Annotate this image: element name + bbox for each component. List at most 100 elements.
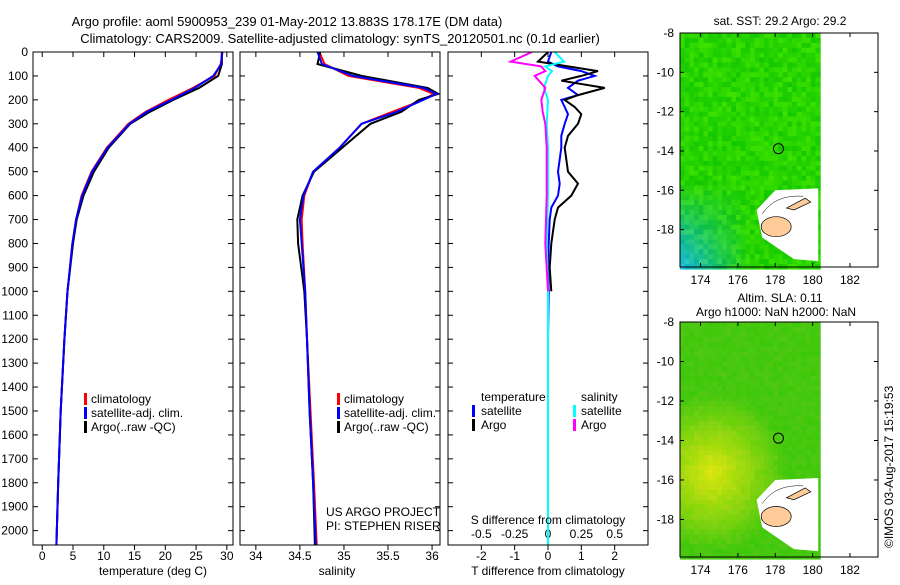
map-cell bbox=[810, 106, 817, 113]
map-cell bbox=[708, 259, 714, 265]
map-cell bbox=[689, 131, 695, 137]
map-cell bbox=[754, 341, 760, 348]
map-cell bbox=[754, 504, 760, 511]
map-cell bbox=[722, 494, 728, 501]
map-cell bbox=[694, 425, 700, 432]
map-cell bbox=[736, 366, 742, 372]
map-cell bbox=[768, 346, 774, 353]
map-cell bbox=[722, 534, 728, 540]
map-cell bbox=[717, 185, 723, 191]
map-cell bbox=[778, 465, 784, 471]
map-cell bbox=[796, 336, 803, 343]
map-cell bbox=[684, 455, 690, 461]
map-cell bbox=[698, 175, 704, 182]
map-cell bbox=[689, 106, 695, 113]
map-cell bbox=[778, 82, 784, 88]
map-cell bbox=[712, 539, 718, 545]
map-cell bbox=[689, 435, 695, 442]
map-cell bbox=[708, 396, 714, 402]
map-cell bbox=[717, 62, 723, 69]
legend-swatch-argo bbox=[337, 421, 340, 433]
map-cell bbox=[736, 499, 742, 506]
map-cell bbox=[717, 514, 723, 521]
map-cell bbox=[712, 386, 718, 392]
map-cell bbox=[792, 386, 798, 392]
map-cell bbox=[745, 440, 751, 447]
map-cell bbox=[680, 440, 686, 447]
lon-tick-label: 174 bbox=[691, 563, 711, 577]
map-cell bbox=[768, 356, 774, 363]
map-cell bbox=[722, 504, 728, 511]
map-cell bbox=[810, 366, 817, 372]
map-cell bbox=[680, 484, 686, 491]
map-cell bbox=[782, 430, 789, 437]
map-cell bbox=[708, 180, 714, 186]
argo-position-marker bbox=[772, 432, 784, 444]
map-cell bbox=[768, 67, 774, 73]
map-cell bbox=[703, 544, 709, 550]
map-cell bbox=[708, 440, 714, 447]
map-cell bbox=[689, 67, 695, 73]
map-cell bbox=[792, 146, 798, 152]
map-cell bbox=[731, 234, 737, 241]
map-cell bbox=[782, 326, 789, 333]
sst-map-title: sat. SST: 29.2 Argo: 29.2 bbox=[714, 14, 847, 28]
map-cell bbox=[684, 420, 690, 427]
map-cell bbox=[717, 489, 723, 496]
map-cell bbox=[801, 160, 807, 167]
map-cell bbox=[694, 180, 700, 186]
map-cell bbox=[698, 509, 704, 516]
map-cell bbox=[754, 336, 760, 343]
map-cell bbox=[684, 499, 690, 506]
map-cell bbox=[759, 195, 765, 201]
map-cell bbox=[736, 160, 742, 167]
map-cell bbox=[768, 185, 774, 191]
map-cell bbox=[722, 180, 728, 186]
map-cell bbox=[796, 116, 803, 123]
map-cell bbox=[731, 141, 737, 147]
map-cell bbox=[722, 356, 728, 363]
map-cell bbox=[680, 410, 686, 417]
map-cell bbox=[717, 494, 723, 501]
map-cell bbox=[740, 425, 746, 432]
map-cell bbox=[806, 180, 812, 186]
s-tick-label: 0.5 bbox=[606, 527, 623, 541]
map-cell bbox=[708, 82, 714, 88]
map-cell bbox=[815, 96, 821, 103]
map-cell bbox=[708, 224, 714, 231]
map-cell bbox=[698, 435, 704, 442]
map-cell bbox=[712, 96, 718, 103]
map-cell bbox=[759, 116, 765, 123]
map-cell bbox=[773, 42, 779, 49]
map-cell bbox=[684, 386, 690, 392]
map-cell bbox=[717, 386, 723, 392]
map-cell bbox=[712, 185, 718, 191]
map-cell bbox=[782, 141, 789, 147]
map-cell bbox=[810, 371, 817, 377]
map-cell bbox=[754, 524, 760, 530]
map-cell bbox=[689, 219, 695, 226]
map-cell bbox=[810, 72, 817, 78]
map-cell bbox=[815, 146, 821, 152]
map-cell bbox=[792, 435, 798, 442]
map-cell bbox=[787, 77, 793, 83]
map-cell bbox=[782, 111, 789, 118]
map-cell bbox=[773, 396, 779, 402]
map-cell bbox=[768, 33, 774, 39]
map-cell bbox=[787, 425, 793, 432]
map-cell bbox=[684, 42, 690, 49]
map-cell bbox=[731, 195, 737, 201]
map-cell bbox=[750, 524, 756, 530]
map-cell bbox=[759, 440, 765, 447]
map-cell bbox=[694, 116, 700, 123]
map-cell bbox=[717, 465, 723, 471]
map-cell bbox=[731, 111, 737, 118]
map-cell bbox=[698, 62, 704, 69]
map-cell bbox=[694, 67, 700, 73]
map-cell bbox=[703, 205, 709, 211]
map-cell bbox=[717, 346, 723, 353]
map-cell bbox=[740, 484, 746, 491]
map-cell bbox=[726, 351, 732, 358]
map-cell bbox=[782, 475, 789, 481]
map-cell bbox=[764, 136, 770, 142]
